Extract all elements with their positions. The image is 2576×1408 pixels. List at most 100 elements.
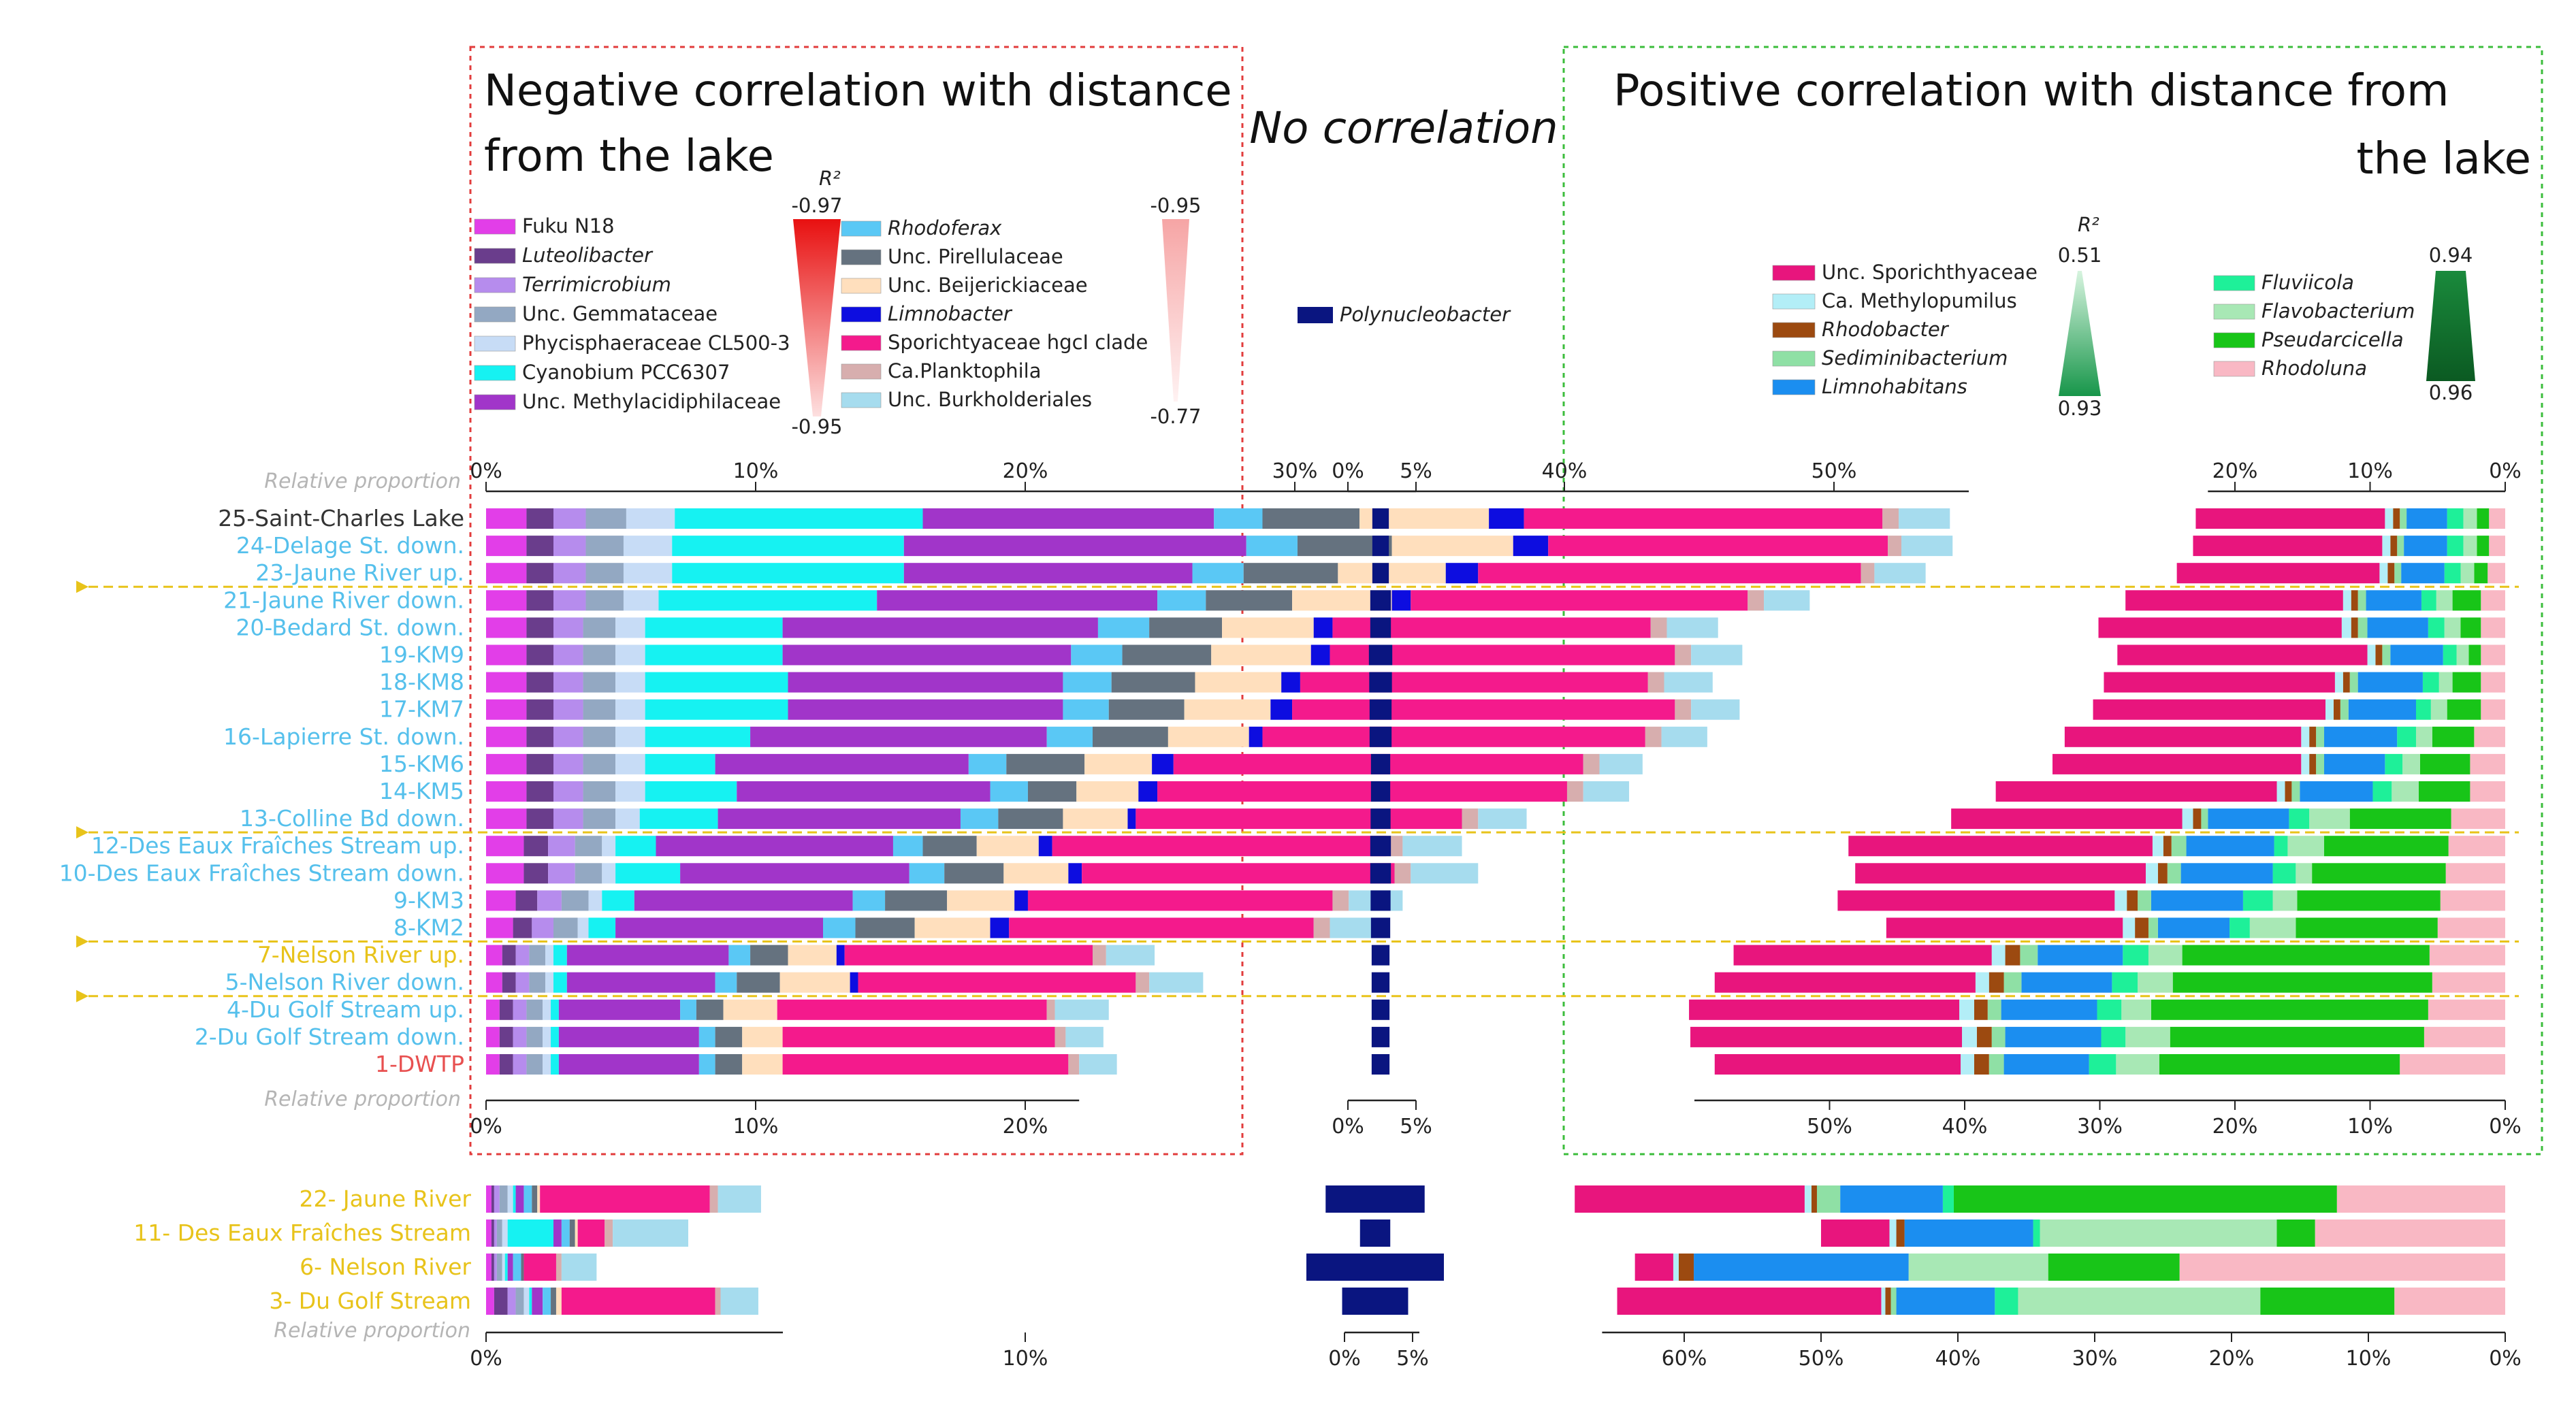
trib-none-axis-ticklabel-0: 0%	[1328, 1347, 1361, 1371]
neg-top-axis-ticklabel-2: 20%	[1003, 459, 1048, 483]
site-neg-seg-6-8	[1111, 672, 1195, 693]
trib-neg-seg-2-6	[507, 1254, 513, 1281]
site-pos-seg-18-4	[2001, 999, 2097, 1020]
site-neg-seg-12-10	[1038, 836, 1052, 857]
site-label-0: 25-Saint-Charles Lake	[218, 505, 464, 531]
site-neg-seg-12-3	[575, 836, 602, 857]
legend-pos2-label-0: Fluviicola	[2261, 271, 2354, 294]
site-pos-seg-5-3	[2443, 644, 2457, 666]
site-neg-seg-12-0	[486, 836, 524, 857]
neg-top-axis-ticklabel-4: 40%	[1542, 459, 1588, 483]
site-neg-seg-11-2	[553, 808, 583, 830]
site-pos-seg-20-4	[2003, 1054, 2089, 1075]
site-pos-seg-4-3	[2428, 617, 2445, 638]
site-neg-seg-11-6	[718, 808, 961, 830]
site-pos-seg-8-7	[2301, 726, 2310, 747]
site-neg-seg-15-1	[513, 917, 532, 938]
site-pos-seg-20-2	[2116, 1054, 2159, 1075]
legend-neg2-label-5: Ca.Planktophila	[888, 359, 1042, 382]
site-neg-seg-11-11	[1136, 808, 1462, 830]
site-neg-seg-15-13	[1330, 917, 1376, 938]
site-pos-seg-11-7	[2182, 808, 2193, 830]
site-neg-seg-8-13	[1661, 726, 1707, 747]
site-neg-seg-7-3	[583, 699, 616, 720]
site-neg-seg-9-5	[645, 753, 715, 774]
site-pos-seg-19-4	[2005, 1026, 2102, 1047]
site-pos-seg-17-1	[2172, 972, 2432, 993]
trib-pos-seg-0-7	[1804, 1185, 1812, 1213]
site-pos-seg-0-1	[2477, 508, 2490, 529]
trib-neg-seg-3-12	[715, 1288, 721, 1315]
site-neg-seg-19-13	[1065, 1026, 1104, 1047]
site-pos-seg-19-0	[2424, 1026, 2505, 1047]
site-label-10: 14-KM5	[379, 778, 464, 804]
trib-neg-seg-0-13	[718, 1185, 761, 1213]
site-neg-seg-7-7	[1063, 699, 1109, 720]
site-pos-seg-18-5	[1987, 999, 2001, 1020]
legend-pos2-swatch-1	[2213, 304, 2255, 320]
site-pos-seg-16-3	[2123, 945, 2148, 966]
site-neg-seg-8-4	[615, 726, 645, 747]
site-neg-seg-0-13	[1899, 508, 1950, 529]
site-pos-seg-11-1	[2349, 808, 2451, 830]
site-neg-seg-0-6	[922, 508, 1214, 529]
r2-pos2-bottom: 0.96	[2429, 381, 2473, 404]
legend-neg2-label-2: Unc. Beijerickiaceae	[888, 274, 1088, 297]
site-neg-seg-11-12	[1462, 808, 1479, 830]
site-neg-seg-17-9	[779, 972, 850, 993]
site-pos-seg-20-6	[1974, 1054, 1989, 1075]
site-pos-seg-14-3	[2242, 890, 2273, 911]
site-pos-seg-17-5	[2003, 972, 2022, 993]
marker-arrow-3	[76, 580, 88, 593]
legend-pos1-label-2: Rhodobacter	[1822, 318, 1950, 341]
trib-neg-seg-0-5	[513, 1185, 516, 1213]
legend-neg1-label-2: Terrimicrobium	[522, 273, 671, 296]
site-neg-seg-10-9	[1076, 781, 1139, 802]
legend-negative-col1: Fuku N18 Luteolibacter Terrimicrobium Unc. …	[474, 214, 790, 413]
site-neg-seg-13-0	[486, 863, 524, 884]
site-pos-seg-12-6	[2163, 836, 2172, 857]
site-neg-seg-10-10	[1138, 781, 1158, 802]
trib-pos-seg-0-5	[1816, 1185, 1841, 1213]
site-pos-seg-10-3	[2372, 781, 2392, 802]
site-pos-seg-5-7	[2367, 644, 2376, 666]
site-pos-seg-1-5	[2397, 536, 2404, 557]
site-neg-seg-7-0	[486, 699, 527, 720]
site-pos-seg-12-4	[2186, 836, 2274, 857]
site-neg-seg-2-1	[526, 563, 553, 584]
r2-gradient-neg-1	[793, 219, 841, 416]
trib-pos-axis-ticklabel-1: 50%	[1799, 1347, 1844, 1371]
site-neg-seg-9-1	[526, 753, 553, 774]
site-neg-seg-14-11	[1027, 890, 1333, 911]
site-pos-seg-2-8	[2176, 563, 2380, 584]
site-pos-seg-17-4	[2021, 972, 2112, 993]
legend-pos2-label-2: Pseudarcicella	[2261, 328, 2404, 351]
legend-neg2-swatch-5	[841, 363, 882, 380]
site-pos-seg-16-0	[2429, 945, 2505, 966]
site-pos-seg-12-3	[2274, 836, 2288, 857]
legend-pos1-swatch-4	[1772, 379, 1816, 395]
site-neg-seg-6-11	[1300, 672, 1648, 693]
site-pos-seg-16-1	[2182, 945, 2430, 966]
site-pos-seg-1-8	[2193, 536, 2383, 557]
site-pos-seg-0-0	[2489, 508, 2505, 529]
legend-polynucleobacter-swatch	[1298, 307, 1333, 323]
site-neg-seg-6-1	[526, 672, 553, 693]
site-neg-seg-12-1	[524, 836, 549, 857]
site-neg-seg-18-1	[499, 999, 513, 1020]
trib-pos-seg-2-8	[1635, 1254, 1673, 1281]
site-pos-seg-13-7	[2145, 863, 2158, 884]
site-neg-seg-11-3	[583, 808, 616, 830]
trib-neg-axis-ticklabel-0: 0%	[470, 1347, 502, 1371]
site-neg-seg-3-8	[1206, 590, 1293, 611]
site-neg-seg-20-11	[782, 1054, 1069, 1075]
trib-neg-seg-1-8	[569, 1219, 575, 1247]
site-neg-seg-12-13	[1402, 836, 1462, 857]
site-pos-seg-1-6	[2390, 536, 2398, 557]
marker-arrow-18	[76, 989, 88, 1002]
site-pos-seg-4-5	[2357, 617, 2368, 638]
site-label-16: 7-Nelson River up.	[257, 942, 464, 968]
site-neg-seg-13-5	[615, 863, 681, 884]
site-neg-seg-20-3	[526, 1054, 543, 1075]
site-pos-seg-11-3	[2289, 808, 2310, 830]
